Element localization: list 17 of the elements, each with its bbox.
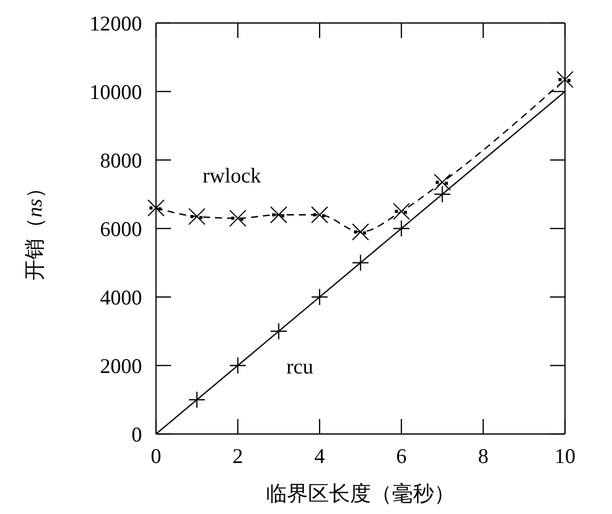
series-label: rcu xyxy=(286,354,314,378)
series-label: rwlock xyxy=(202,164,261,188)
y-tick-label: 12000 xyxy=(90,11,142,36)
x-tick-label: 6 xyxy=(396,444,407,468)
x-axis-title: 临界区长度（毫秒） xyxy=(266,482,455,506)
y-tick-label: 8000 xyxy=(100,148,142,172)
y-tick-label: 4000 xyxy=(100,285,142,310)
x-tick-label: 8 xyxy=(478,444,488,468)
y-tick-label: 6000 xyxy=(100,216,142,241)
x-tick-label: 10 xyxy=(554,444,576,468)
x-tick-label: 4 xyxy=(314,444,326,468)
y-axis-title: 开销（ns） xyxy=(22,177,46,280)
y-tick-label: 2000 xyxy=(100,354,142,378)
x-tick-label: 2 xyxy=(232,444,244,468)
y-tick-label: 0 xyxy=(132,422,142,446)
x-tick-label: 0 xyxy=(150,444,162,468)
y-tick-label: 10000 xyxy=(90,80,142,104)
